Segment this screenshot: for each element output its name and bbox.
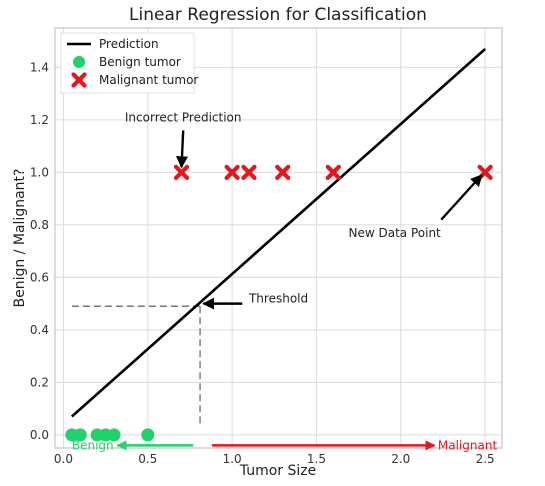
tick-labels: 0.0 0.5 1.0 1.5 2.0 2.5 0.0 0.2 0.4 0.6 0.8 1.0 1.2 1… [30,60,495,466]
legend-label: Benign tumor [99,55,181,69]
x-tick-label: 0.0 [54,452,73,466]
malignant-point [173,164,190,180]
benign-point [73,428,87,442]
y-tick-label: 0.2 [30,375,49,389]
malignant-point [224,164,240,180]
malignant-point [241,164,257,180]
x-stroke-b [71,72,87,88]
annotations: Incorrect Prediction New Data Point Thresh… [72,110,498,452]
x-tick-label: 2.0 [391,452,410,466]
x-tick-label: 1.5 [307,452,326,466]
legend-swatch-x [71,72,87,88]
region-label: Malignant [438,438,498,452]
plot-frame [54,27,503,449]
x-stroke-b [325,164,341,180]
y-tick-label: 1.0 [30,165,49,179]
region-label: Benign [72,438,114,452]
y-tick-label: 0.8 [30,218,49,232]
annotation-label: Incorrect Prediction [125,110,242,124]
x-tick-label: 1.0 [223,452,242,466]
annotation-label: Threshold [248,291,308,305]
chart-title: Linear Regression for Classification [129,5,427,25]
y-tick-label: 0.0 [30,428,49,442]
annotation-arrow [440,174,483,221]
y-tick-label: 0.4 [30,323,49,337]
x-stroke-b [224,164,240,180]
y-tick-label: 1.2 [30,113,49,127]
malignant-point [275,164,291,180]
legend-label: Prediction [99,37,159,51]
annotation-arrow [176,130,188,169]
x-tick-label: 2.5 [476,452,495,466]
y-tick-label: 1.4 [30,60,49,74]
y-axis-label: Benign / Malignant? [12,169,28,308]
threshold-lines [71,305,201,425]
x-stroke-b [241,164,257,180]
x-stroke-b [173,164,190,180]
grid [55,28,502,448]
annotation-label: New Data Point [349,226,442,240]
benign-point [141,428,155,442]
legend-swatch-circle [73,56,85,68]
malignant-point [325,164,341,180]
legend-label: Malignant tumor [99,73,198,87]
prediction-line [71,48,486,418]
legend: Prediction Benign tumor Malignant tumor [60,32,198,94]
series-layer [65,48,493,442]
benign-point [107,428,121,442]
x-tick-label: 0.5 [138,452,157,466]
x-axis-label: Tumor Size [239,463,316,479]
x-stroke-b [275,164,291,180]
y-tick-label: 0.6 [30,270,49,284]
